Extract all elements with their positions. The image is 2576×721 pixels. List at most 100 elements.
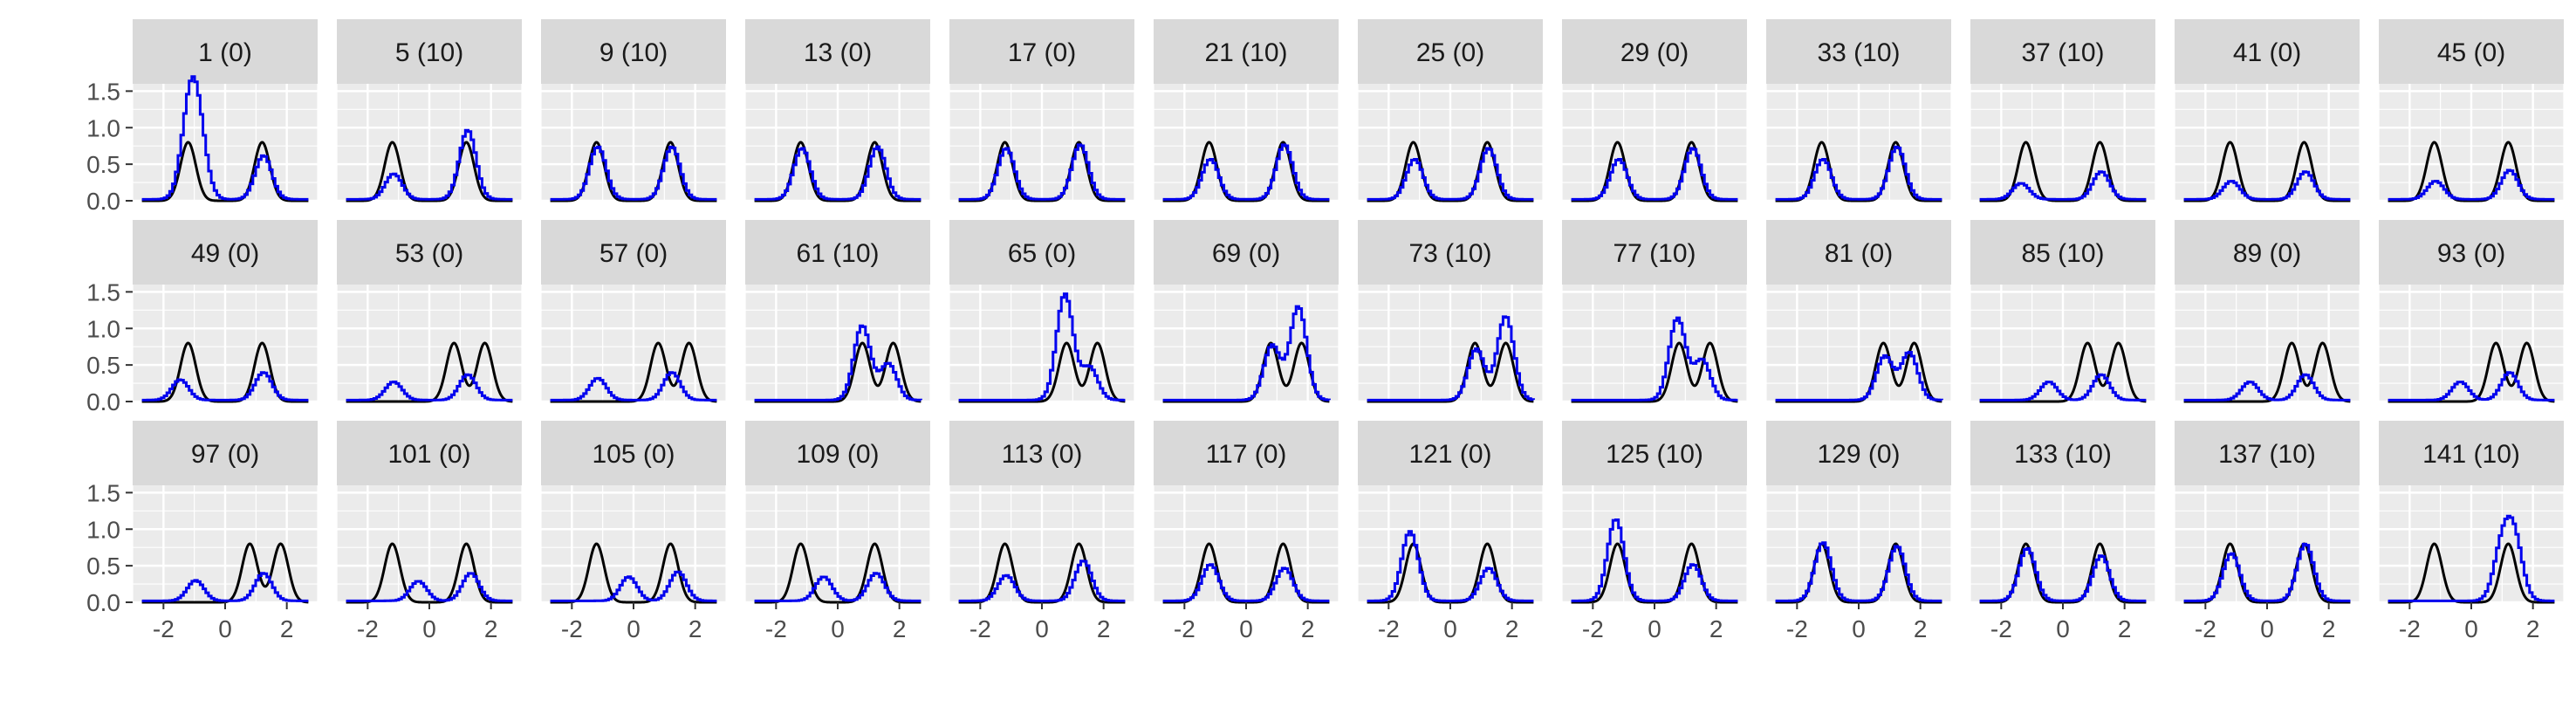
facet-panel: 5 (10)	[337, 19, 522, 201]
facet-panel: 73 (10)	[1358, 220, 1543, 402]
x-tick-label: 2	[1505, 615, 1519, 642]
x-tick-label: 0	[1035, 615, 1049, 642]
x-tick-label: 2	[689, 615, 702, 642]
facet-label: 29 (0)	[1620, 38, 1689, 67]
facet-label: 93 (0)	[2437, 239, 2505, 268]
facet-label: 45 (0)	[2437, 38, 2505, 67]
facet-panel: 25 (0)	[1358, 19, 1543, 201]
x-tick-label: -2	[1378, 615, 1400, 642]
facet-label: 37 (10)	[2021, 38, 2104, 67]
facet-panel: 113 (0)-2 0 2	[949, 421, 1134, 642]
facet-label: 109 (0)	[796, 440, 879, 469]
facet-panel: 53 (0)	[337, 220, 522, 402]
facet-label: 13 (0)	[804, 38, 872, 67]
x-tick-label: -2	[561, 615, 583, 642]
facet-label: 125 (10)	[1606, 440, 1703, 469]
facet-label: 121 (0)	[1408, 440, 1491, 469]
y-tick-label: 0.0	[86, 589, 120, 616]
facet-label: 133 (10)	[2014, 440, 2112, 469]
facet-label: 77 (10)	[1613, 239, 1696, 268]
facet-panel: 45 (0)	[2379, 19, 2564, 201]
facet-panel: 1 (0) 0.0 0.5 1.0 1.5	[86, 19, 318, 215]
y-tick-label: 0.5	[86, 553, 120, 580]
x-tick-label: 2	[280, 615, 294, 642]
facet-panel: 77 (10)	[1562, 220, 1747, 402]
facet-panel: 121 (0) -2 0 2	[1358, 421, 1543, 642]
facet-label: 49 (0)	[191, 239, 259, 268]
x-tick-label: 2	[1301, 615, 1315, 642]
x-tick-label: -2	[2399, 615, 2421, 642]
x-tick-label: 2	[484, 615, 498, 642]
y-tick-label: 0.0	[86, 188, 120, 215]
y-tick-label: 1.0	[86, 114, 120, 141]
x-tick-label: -2	[2195, 615, 2216, 642]
facet-label: 73 (10)	[1408, 239, 1491, 268]
facet-panel: 129 (0) -2 0 2	[1766, 421, 1951, 642]
x-tick-label: 0	[1852, 615, 1866, 642]
facet-label: 17 (0)	[1008, 38, 1076, 67]
y-tick-label: 0.5	[86, 151, 120, 178]
facet-label: 129 (0)	[1817, 440, 1900, 469]
x-tick-label: 2	[2526, 615, 2540, 642]
facet-label: 33 (10)	[1817, 38, 1900, 67]
facet-label: 5 (10)	[395, 38, 463, 67]
y-tick-label: 1.0	[86, 315, 120, 342]
x-tick-label: 0	[1443, 615, 1457, 642]
x-tick-label: 0	[1239, 615, 1253, 642]
facet-panel: 89 (0)	[2175, 220, 2360, 402]
facet-panel: 137 (10)-2 0 2	[2175, 421, 2360, 642]
facet-panel: 109 (0)-2 0 2	[745, 421, 930, 642]
x-tick-label: 0	[218, 615, 232, 642]
facet-panel: 29 (0)	[1562, 19, 1747, 201]
facet-panel: 125 (10) -2 0 2	[1562, 421, 1747, 642]
facet-label: 21 (10)	[1204, 38, 1287, 67]
facet-label: 105 (0)	[592, 440, 675, 469]
y-tick-label: 1.5	[86, 78, 120, 105]
x-tick-label: -2	[153, 615, 175, 642]
x-tick-label: -2	[1174, 615, 1196, 642]
facet-panel: 117 (0) -2 0 2	[1154, 421, 1339, 642]
x-tick-label: 2	[1914, 615, 1928, 642]
facet-label: 41 (0)	[2233, 38, 2301, 67]
facet-label: 85 (10)	[2021, 239, 2104, 268]
y-tick-label: 1.5	[86, 278, 120, 306]
facet-panel: 17 (0)	[949, 19, 1134, 201]
facet-label: 97 (0)	[191, 440, 259, 469]
x-tick-label: 0	[831, 615, 845, 642]
x-tick-label: 0	[2260, 615, 2274, 642]
facet-label: 57 (0)	[599, 239, 668, 268]
x-tick-label: 2	[1709, 615, 1723, 642]
facet-label: 113 (0)	[1002, 440, 1083, 469]
facet-panel: 69 (0)	[1154, 220, 1339, 402]
x-tick-label: -2	[357, 615, 379, 642]
x-tick-label: 0	[627, 615, 641, 642]
y-tick-label: 0.5	[86, 352, 120, 379]
facet-label: 117 (0)	[1206, 440, 1287, 469]
facet-panel: 97 (0) 0.0 0.5 1.0 1.5 -2 0 2	[86, 421, 318, 642]
x-tick-label: 0	[2056, 615, 2070, 642]
x-tick-label: -2	[1990, 615, 2012, 642]
facet-panel: 9 (10)	[541, 19, 726, 201]
facet-panel: 65 (0)	[949, 220, 1134, 402]
facet-label: 9 (10)	[599, 38, 668, 67]
y-tick-label: 1.0	[86, 516, 120, 543]
facet-label: 69 (0)	[1212, 239, 1280, 268]
x-tick-label: -2	[1786, 615, 1808, 642]
facet-label: 141 (10)	[2422, 440, 2520, 469]
facet-label: 101 (0)	[387, 440, 470, 469]
facet-label: 137 (10)	[2218, 440, 2316, 469]
y-tick-label: 1.5	[86, 479, 120, 506]
x-tick-label: 2	[893, 615, 907, 642]
x-tick-label: 2	[1097, 615, 1111, 642]
y-tick-label: 0.0	[86, 388, 120, 415]
facet-panel: 101 (0) -2 0 2	[337, 421, 522, 642]
facet-label: 1 (0)	[198, 38, 252, 67]
facet-panel: 105 (0) -2 0 2	[541, 421, 726, 642]
facet-panel: 49 (0) 0.0 0.5 1.0 1.5	[86, 220, 318, 415]
facet-panel: 33 (10)	[1766, 19, 1951, 201]
x-tick-label: -2	[1582, 615, 1604, 642]
facet-panel: 85 (10)	[1970, 220, 2155, 402]
facet-panel: 57 (0)	[541, 220, 726, 402]
facet-label: 65 (0)	[1008, 239, 1076, 268]
